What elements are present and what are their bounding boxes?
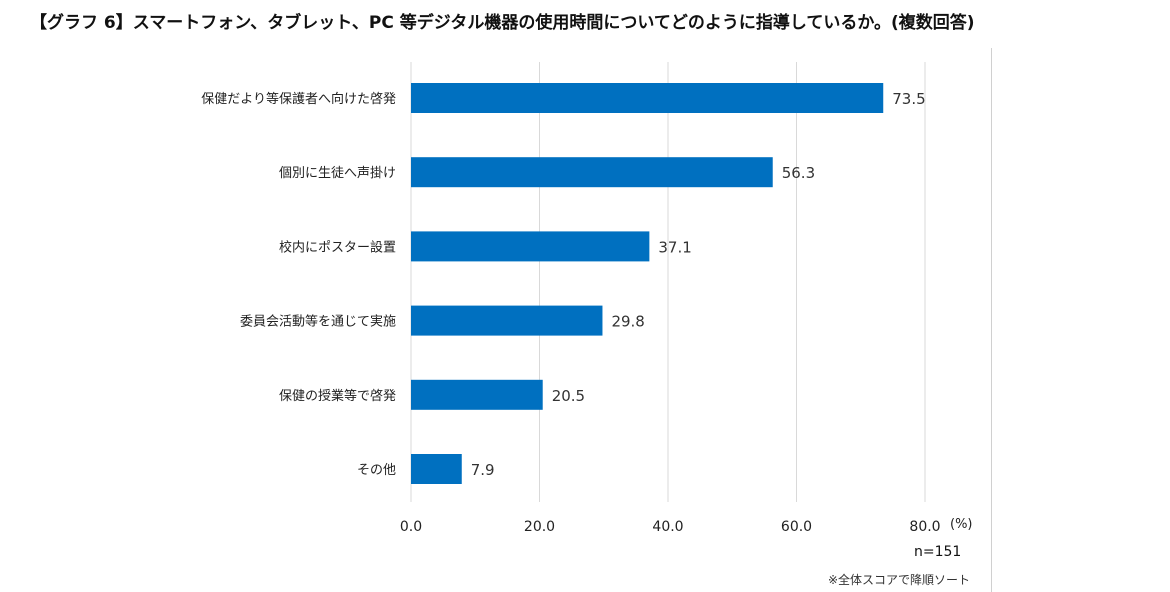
frame-divider xyxy=(991,48,992,592)
sample-size: n=151 xyxy=(914,544,962,560)
value-label: 56.3 xyxy=(782,164,815,182)
value-label: 20.5 xyxy=(552,387,585,405)
bar xyxy=(411,454,462,484)
gridlines xyxy=(410,62,926,502)
sort-note: ※全体スコアで降順ソート xyxy=(828,573,971,587)
chart-title: 【グラフ 6】スマートフォン、タブレット、PC 等デジタル機器の使用時間について… xyxy=(30,13,975,33)
bar xyxy=(411,231,650,262)
category-label: 校内にポスター設置 xyxy=(279,239,396,255)
bar xyxy=(411,379,543,410)
value-label: 73.5 xyxy=(892,90,925,108)
category-label: 個別に生徒へ声掛け xyxy=(279,166,396,181)
value-label: 37.1 xyxy=(658,238,691,256)
bar xyxy=(411,305,603,336)
category-label: 保健だより等保護者へ向けた啓発 xyxy=(201,91,396,107)
value-label: 7.9 xyxy=(471,461,495,479)
bar xyxy=(411,157,773,188)
x-tick-label: 0.0 xyxy=(400,519,422,535)
category-label: 委員会活動等を通じて実施 xyxy=(240,314,396,330)
value-label: 29.8 xyxy=(611,313,644,331)
x-tick-label: 20.0 xyxy=(524,519,555,535)
x-tick-label: 80.0 xyxy=(909,519,940,535)
bar xyxy=(411,83,884,113)
labels: 0.0 20.0 40.0 60.0 80.0 (%) 保健だより等保護者へ向けた啓発 73.… xyxy=(201,90,972,535)
x-tick-label: 40.0 xyxy=(652,519,683,535)
bars xyxy=(411,83,884,484)
category-label: 保健の授業等で啓発 xyxy=(279,388,396,404)
category-label: その他 xyxy=(357,463,396,478)
x-unit-label: (%) xyxy=(950,517,973,532)
x-tick-label: 60.0 xyxy=(781,519,812,535)
